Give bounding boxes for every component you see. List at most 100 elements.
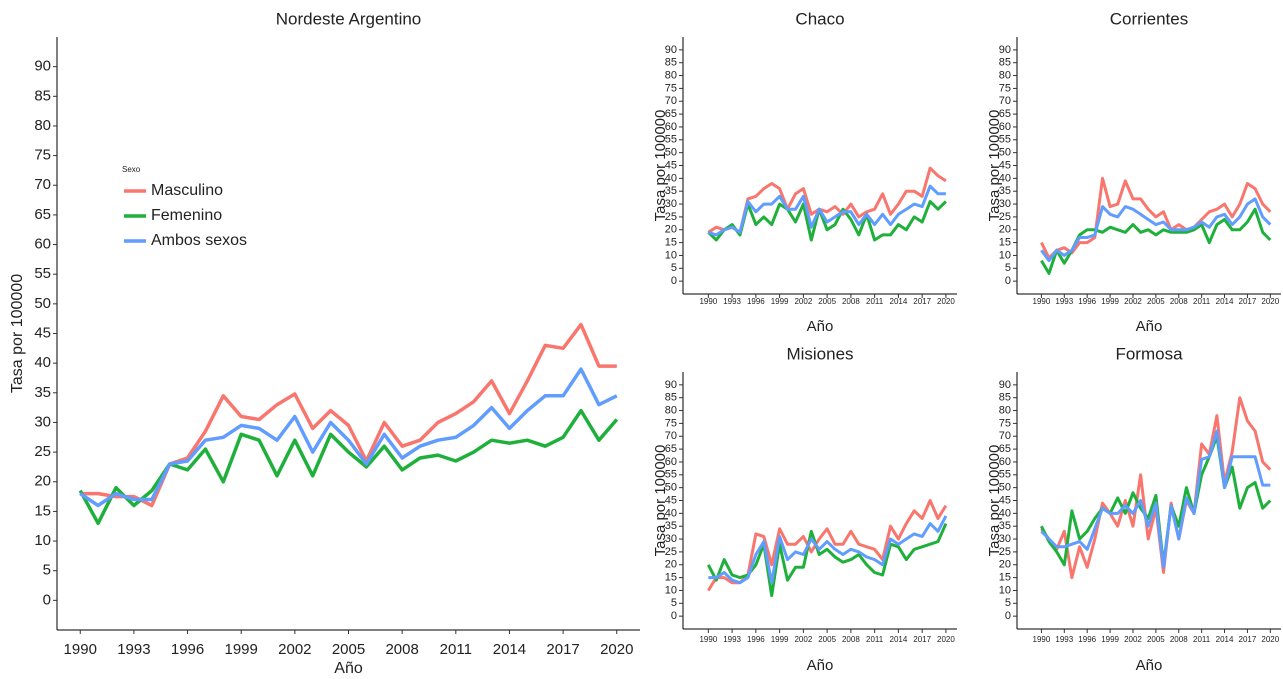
x-tick-label: 1993: [1055, 297, 1073, 306]
y-tick-label: 70: [999, 95, 1011, 107]
y-tick-label: 35: [665, 520, 677, 532]
legend-label: Ambos sexos: [151, 232, 247, 249]
y-tick-label: 55: [999, 469, 1011, 481]
y-tick-label: 85: [999, 392, 1011, 404]
x-tick-label: 2020: [600, 641, 633, 658]
y-tick-label: 65: [999, 108, 1011, 120]
x-tick-label: 2011: [866, 297, 884, 306]
x-tick-label: 1993: [723, 635, 741, 644]
x-axis-label: Año: [807, 657, 834, 674]
x-tick-label: 2011: [1193, 635, 1211, 644]
y-axis-label: Tasa por 100000: [9, 274, 26, 393]
y-tick-label: 25: [665, 211, 677, 223]
y-tick-label: 25: [665, 546, 677, 558]
x-axis-label: Año: [1136, 657, 1163, 674]
y-tick-label: 0: [671, 275, 677, 287]
x-tick-label: 2020: [937, 635, 955, 644]
series-line: [708, 515, 948, 585]
x-tick-label: 2014: [890, 635, 908, 644]
panel-title: Nordeste Argentino: [276, 9, 422, 28]
y-tick-label: 20: [999, 224, 1011, 236]
y-tick-label: 55: [34, 265, 51, 282]
y-tick-label: 60: [999, 456, 1011, 468]
series-line: [707, 166, 947, 234]
y-tick-label: 5: [1005, 597, 1011, 609]
y-tick-label: 10: [999, 584, 1011, 596]
y-tick-label: 75: [999, 82, 1011, 94]
x-tick-label: 2002: [278, 641, 311, 658]
y-tick-label: 60: [665, 121, 677, 133]
x-tick-label: 2005: [1147, 635, 1165, 644]
y-tick-label: 50: [999, 482, 1011, 494]
y-tick-label: 65: [34, 206, 51, 223]
y-tick-label: 35: [999, 185, 1011, 197]
x-tick-label: 2008: [385, 641, 418, 658]
y-tick-label: 0: [671, 610, 677, 622]
y-tick-label: 75: [665, 417, 677, 429]
y-tick-label: 65: [665, 108, 677, 120]
x-tick-label: 2014: [1216, 297, 1234, 306]
x-tick-label: 1999: [1101, 635, 1119, 644]
x-tick-label: 2017: [546, 641, 579, 658]
x-tick-label: 2002: [1124, 635, 1142, 644]
x-tick-label: 2017: [1239, 297, 1257, 306]
y-tick-label: 50: [34, 295, 51, 312]
y-tick-label: 10: [665, 584, 677, 596]
y-tick-label: 20: [999, 559, 1011, 571]
y-tick-label: 80: [665, 69, 677, 81]
y-tick-label: 15: [665, 572, 677, 584]
x-axis-label: Año: [334, 660, 363, 677]
legend-title: Sexo: [122, 165, 141, 174]
x-tick-label: 1996: [747, 635, 765, 644]
y-tick-label: 40: [999, 507, 1011, 519]
x-tick-label: 1990: [699, 297, 717, 306]
x-tick-label: 2017: [913, 297, 931, 306]
x-tick-label: 2008: [842, 635, 860, 644]
y-tick-label: 65: [999, 443, 1011, 455]
x-tick-label: 1999: [225, 641, 258, 658]
y-tick-label: 0: [43, 591, 51, 608]
series-line: [1040, 429, 1271, 569]
series-line: [707, 184, 946, 237]
panel-title: Chaco: [795, 9, 844, 28]
y-axis-label: Tasa por 100000: [652, 110, 669, 222]
y-tick-label: 15: [999, 572, 1011, 584]
x-tick-label: 1999: [1101, 297, 1119, 306]
x-tick-label: 2008: [1170, 297, 1188, 306]
x-tick-label: 1999: [771, 635, 789, 644]
x-tick-label: 2002: [1124, 297, 1142, 306]
x-tick-label: 2017: [1239, 635, 1257, 644]
panel-title: Misiones: [786, 344, 853, 363]
x-tick-label: 2011: [440, 641, 472, 658]
y-tick-label: 35: [34, 384, 51, 401]
x-axis-label: Año: [807, 318, 834, 335]
y-tick-label: 45: [34, 324, 51, 341]
x-tick-label: 2008: [1170, 635, 1188, 644]
y-tick-label: 85: [999, 57, 1011, 69]
series-line: [79, 367, 618, 508]
y-tick-label: 5: [43, 562, 51, 579]
y-tick-label: 75: [665, 82, 677, 94]
x-tick-label: 2005: [818, 297, 836, 306]
y-tick-label: 45: [665, 159, 677, 171]
series-line: [1040, 207, 1272, 275]
y-tick-label: 70: [34, 176, 51, 193]
x-axis-label: Año: [1136, 318, 1163, 335]
x-tick-label: 2014: [493, 641, 526, 658]
x-tick-label: 2002: [794, 297, 812, 306]
y-tick-label: 55: [999, 134, 1011, 146]
y-tick-label: 45: [999, 159, 1011, 171]
y-tick-label: 30: [665, 198, 677, 210]
y-tick-label: 70: [665, 95, 677, 107]
x-tick-label: 2017: [913, 635, 931, 644]
y-tick-label: 60: [665, 456, 677, 468]
y-tick-label: 45: [999, 494, 1011, 506]
y-tick-label: 70: [999, 430, 1011, 442]
y-tick-label: 30: [665, 533, 677, 545]
x-tick-label: 2005: [818, 635, 836, 644]
legend-label: Femenino: [151, 207, 222, 224]
panel-title: Corrientes: [1110, 9, 1188, 28]
y-tick-label: 50: [665, 147, 677, 159]
x-tick-label: 1996: [171, 641, 204, 658]
